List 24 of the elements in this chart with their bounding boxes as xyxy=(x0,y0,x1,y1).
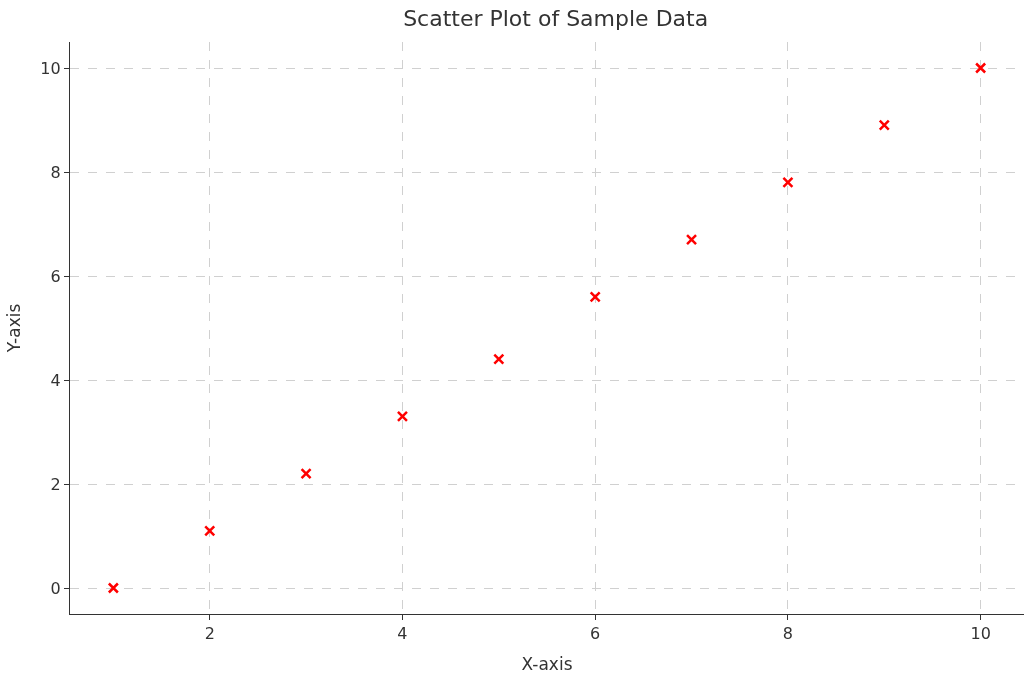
point xyxy=(685,233,698,246)
y-axis-title: Y-axis xyxy=(3,303,24,354)
x-tick-label: 6 xyxy=(590,624,601,644)
point xyxy=(782,176,794,189)
point xyxy=(300,467,312,480)
chart-title: Scatter Plot of Sample Data xyxy=(403,5,709,31)
point xyxy=(974,62,987,74)
y-tick-label: 4 xyxy=(50,370,61,390)
point xyxy=(203,525,216,537)
y-tick-label: 8 xyxy=(50,162,61,182)
point xyxy=(878,119,891,131)
y-tick-label: 2 xyxy=(50,474,61,494)
y-tick-label: 0 xyxy=(50,578,61,598)
point xyxy=(589,291,601,303)
x-axis-title: X-axis xyxy=(521,653,573,674)
point xyxy=(396,410,409,423)
x-tick-label: 4 xyxy=(397,624,408,644)
x-tick-label: 10 xyxy=(970,624,991,644)
y-tick-label: 10 xyxy=(40,58,61,78)
x-tick-label: 2 xyxy=(204,624,215,644)
x-tick-label: 8 xyxy=(782,624,793,644)
y-tick-label: 6 xyxy=(50,266,61,286)
point xyxy=(493,353,505,365)
point xyxy=(107,582,120,594)
